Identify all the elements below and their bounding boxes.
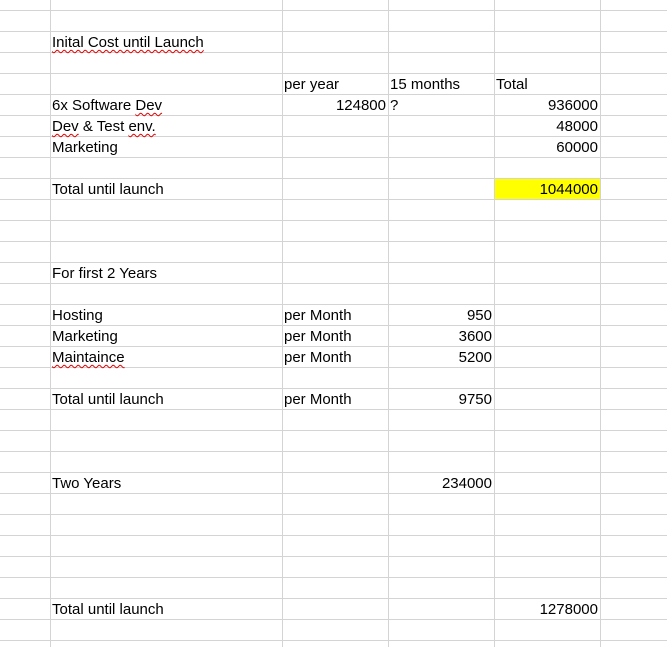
row-label-dev-test-env[interactable]: Dev & Test env. bbox=[50, 116, 282, 137]
row-label-grand-total[interactable]: Total until launch bbox=[50, 599, 282, 620]
cell-marketing-unit[interactable]: per Month bbox=[282, 326, 388, 347]
row-label-two-years[interactable]: Two Years bbox=[50, 473, 282, 494]
row-gridline bbox=[0, 535, 667, 536]
row-gridline bbox=[0, 430, 667, 431]
row-label-marketing-2[interactable]: Marketing bbox=[50, 326, 282, 347]
row-gridline bbox=[0, 556, 667, 557]
row-gridline bbox=[0, 577, 667, 578]
cell-maintaince-unit[interactable]: per Month bbox=[282, 347, 388, 368]
cell-marketing-amount[interactable]: 3600 bbox=[388, 326, 494, 347]
cell-total-monthly-amount[interactable]: 9750 bbox=[388, 389, 494, 410]
cell-two-years-amount[interactable]: 234000 bbox=[388, 473, 494, 494]
cell-marketing-total[interactable]: 60000 bbox=[494, 137, 600, 158]
row-label-marketing[interactable]: Marketing bbox=[50, 137, 282, 158]
row-gridline bbox=[0, 241, 667, 242]
cell-software-dev-months[interactable]: ? bbox=[388, 95, 494, 116]
row-gridline bbox=[0, 451, 667, 452]
cell-total-monthly-unit[interactable]: per Month bbox=[282, 389, 388, 410]
column-gridline bbox=[600, 0, 601, 647]
cell-software-dev-per-year[interactable]: 124800 bbox=[282, 95, 388, 116]
cell-dev-test-env-total[interactable]: 48000 bbox=[494, 116, 600, 137]
row-label-total-monthly[interactable]: Total until launch bbox=[50, 389, 282, 410]
row-gridline bbox=[0, 220, 667, 221]
label-text: Dev & Test env. bbox=[52, 118, 156, 135]
cell-grand-total[interactable]: 1278000 bbox=[494, 599, 600, 620]
cell-hosting-unit[interactable]: per Month bbox=[282, 305, 388, 326]
header-per-year[interactable]: per year bbox=[282, 74, 388, 95]
cell-software-dev-total[interactable]: 936000 bbox=[494, 95, 600, 116]
row-label-maintaince[interactable]: Maintaince bbox=[50, 347, 282, 368]
cell-maintaince-amount[interactable]: 5200 bbox=[388, 347, 494, 368]
cell-hosting-amount[interactable]: 950 bbox=[388, 305, 494, 326]
section-title-first-2-years[interactable]: For first 2 Years bbox=[50, 263, 282, 284]
row-gridline bbox=[0, 514, 667, 515]
row-label-total-until-launch[interactable]: Total until launch bbox=[50, 179, 282, 200]
row-gridline bbox=[0, 10, 667, 11]
row-label-software-dev[interactable]: 6x Software Dev bbox=[50, 95, 282, 116]
section-title-initial-cost[interactable]: Inital Cost until Launch bbox=[50, 32, 282, 53]
cell-total-until-launch-highlighted[interactable]: 1044000 bbox=[494, 179, 600, 200]
header-15-months[interactable]: 15 months bbox=[388, 74, 494, 95]
label-text: 6x Software Dev bbox=[52, 97, 162, 114]
row-gridline bbox=[0, 640, 667, 641]
row-label-hosting[interactable]: Hosting bbox=[50, 305, 282, 326]
header-total[interactable]: Total bbox=[494, 74, 600, 95]
